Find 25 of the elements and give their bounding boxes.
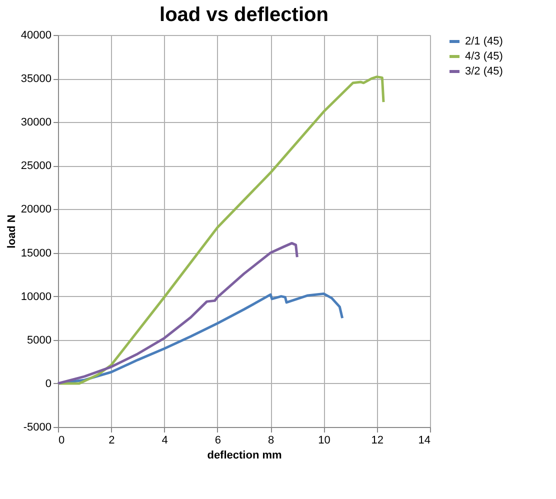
y-tick-label: 5000 bbox=[27, 334, 52, 346]
y-tick-label: 30000 bbox=[20, 116, 52, 129]
x-tick-label: 14 bbox=[418, 434, 430, 446]
y-tick-label: 40000 bbox=[20, 30, 52, 42]
y-tick-label: 20000 bbox=[20, 204, 52, 216]
y-axis-title: load N bbox=[6, 214, 18, 248]
legend-label: 4/3 (45) bbox=[465, 50, 503, 62]
y-tick-label: 10000 bbox=[20, 290, 52, 303]
y-tick-label: 35000 bbox=[20, 73, 52, 86]
y-tick-label: 25000 bbox=[20, 160, 52, 172]
y-tick-label: 0 bbox=[45, 378, 52, 390]
y-tick-label: 15000 bbox=[20, 247, 52, 260]
x-tick-label: 6 bbox=[214, 434, 221, 446]
x-tick-label: 4 bbox=[162, 434, 168, 446]
x-tick-label: 10 bbox=[318, 434, 330, 446]
chart-title: load vs deflection bbox=[160, 4, 328, 26]
x-tick-label: 0 bbox=[58, 434, 65, 446]
x-axis-title: deflection mm bbox=[207, 450, 282, 462]
x-tick-label: 2 bbox=[108, 434, 115, 446]
x-tick-label: 12 bbox=[371, 434, 384, 446]
x-tick-label: 8 bbox=[268, 434, 274, 446]
legend-label: 2/1 (45) bbox=[465, 36, 503, 48]
line-series bbox=[56, 242, 298, 385]
legend-label: 3/2 (45) bbox=[465, 66, 503, 78]
y-tick-label: -5000 bbox=[23, 422, 52, 434]
